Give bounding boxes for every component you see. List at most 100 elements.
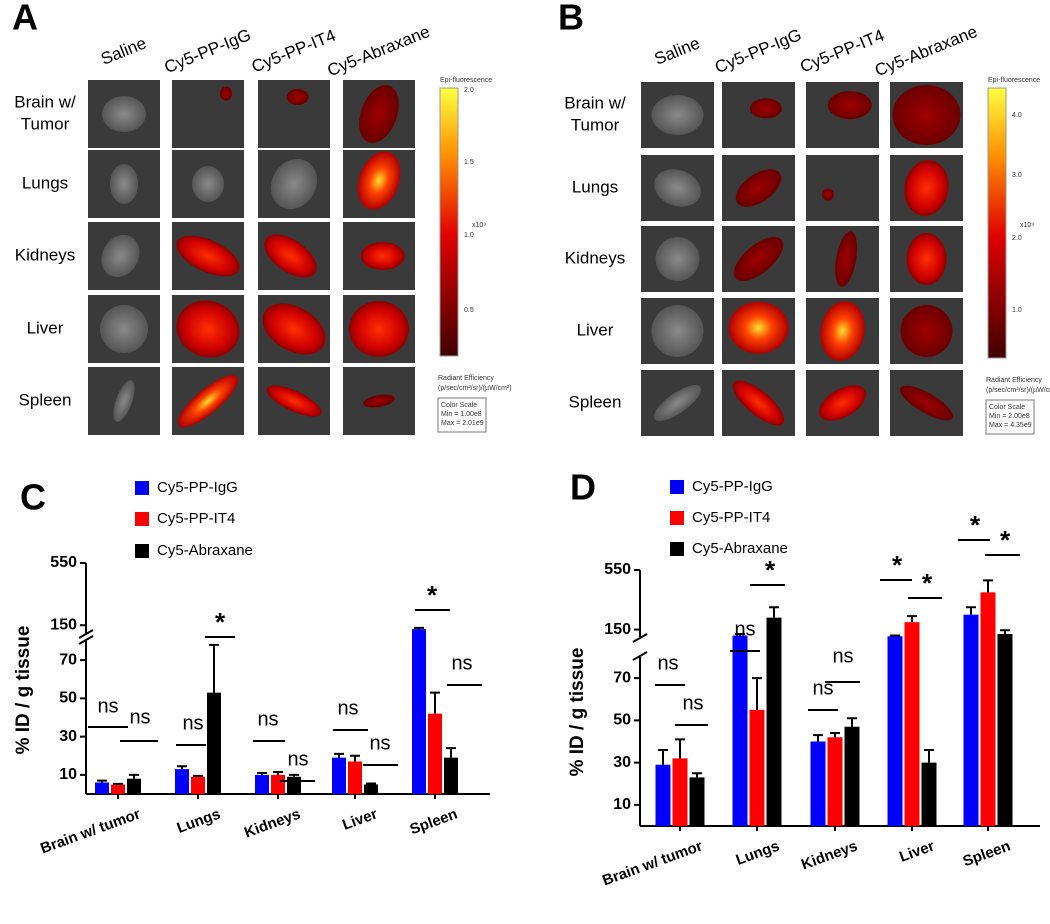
bar	[921, 762, 937, 826]
column-header: Cy5-PP-IT4	[797, 26, 886, 77]
error-bar	[890, 634, 900, 637]
significance-label: ns	[369, 732, 390, 754]
signal	[900, 385, 953, 421]
bar	[689, 777, 705, 826]
row-label: Tumor	[21, 114, 70, 133]
colorbar-quantity: Radiant Efficiency	[438, 375, 494, 382]
error-bar	[289, 773, 299, 777]
legend-swatch	[135, 544, 149, 558]
signal	[110, 164, 138, 204]
row-label: Spleen	[19, 390, 72, 409]
error-bar	[966, 606, 976, 615]
colorbar-title: Epi-fluorescence	[440, 77, 492, 84]
error-bar	[334, 752, 344, 758]
bar	[332, 757, 346, 794]
y-axis-label: % ID / g tissue	[13, 626, 34, 755]
error-bar	[129, 773, 139, 779]
bar	[444, 757, 458, 794]
signal	[821, 188, 834, 201]
organ-image	[806, 155, 879, 221]
bar	[887, 636, 903, 826]
significance-label: ns	[657, 652, 678, 674]
y-tick-label: 70	[59, 651, 77, 668]
signal	[735, 169, 782, 207]
bar	[111, 784, 125, 794]
bar	[980, 592, 996, 826]
scale-max: Max = 2.01e9	[441, 420, 484, 427]
row-label: Lungs	[572, 177, 618, 196]
signal	[906, 233, 947, 285]
significance-label: ns	[129, 706, 150, 728]
row-label: Tumor	[571, 115, 620, 134]
x-tick-label: Liver	[897, 837, 937, 865]
colorbar-exponent: x10⁹	[472, 222, 486, 229]
signal	[349, 301, 409, 357]
signal	[651, 305, 704, 357]
significance-label: ns	[832, 645, 853, 667]
legend-label: Cy5-Abraxane	[692, 540, 788, 557]
error-bar	[735, 633, 745, 636]
colorbar-tick: 1.0	[1012, 307, 1022, 314]
legend-swatch	[670, 511, 684, 525]
bar	[844, 726, 860, 826]
signal	[892, 85, 961, 145]
signal	[102, 96, 146, 132]
error-bar	[97, 779, 107, 783]
error-bar	[366, 782, 376, 785]
row-label: Lungs	[22, 173, 68, 192]
signal	[363, 394, 395, 408]
legend-label: Cy5-PP-IT4	[157, 510, 235, 527]
error-bar	[209, 643, 219, 693]
bar	[127, 778, 141, 794]
error-bar	[813, 734, 823, 742]
y-tick-label: 50	[613, 712, 631, 729]
colorbar-tick: 2.0	[1012, 235, 1022, 242]
signal	[820, 301, 865, 361]
column-header: Cy5-Abraxane	[325, 22, 433, 80]
signal	[264, 234, 317, 278]
significance-label: ns	[287, 748, 308, 770]
signal	[177, 374, 239, 428]
legend-swatch	[670, 542, 684, 556]
signal	[835, 231, 858, 287]
error-bar	[830, 732, 840, 738]
y-tick-label: 150	[604, 621, 631, 638]
error-bar	[414, 626, 424, 630]
y-tick-label: 10	[613, 796, 631, 813]
row-label: Liver	[577, 320, 614, 339]
panel-letter: C	[20, 477, 46, 518]
scale-min: Min = 1.00e8	[441, 411, 482, 418]
x-tick-label: Spleen	[408, 806, 460, 839]
column-header: Cy5-PP-IgG	[162, 25, 254, 77]
row-label: Kidneys	[15, 245, 75, 264]
signal	[827, 91, 872, 120]
bar	[364, 784, 378, 794]
bar	[749, 709, 765, 826]
error-bar	[769, 606, 779, 618]
error-bar	[273, 771, 283, 775]
colorbar-tick: 0.5	[464, 307, 474, 314]
significance-label: ns	[182, 712, 203, 734]
scale-scale_title: Color Scale	[441, 402, 477, 409]
significance-label: *	[765, 555, 776, 585]
panel-letter: B	[558, 0, 584, 38]
panel-letter: A	[12, 0, 38, 38]
signal	[655, 237, 700, 281]
error-bar	[430, 691, 440, 714]
x-tick-label: Brain w/ tumor	[38, 805, 143, 857]
signal	[653, 384, 702, 422]
error-bar	[675, 738, 685, 759]
error-bar	[924, 748, 934, 763]
error-bar	[113, 782, 123, 785]
scale-box	[985, 399, 1035, 435]
error-bar	[658, 748, 668, 765]
signal	[113, 380, 135, 422]
signal	[357, 151, 401, 210]
bar	[766, 617, 782, 826]
bar	[348, 761, 362, 794]
colorbar	[439, 87, 459, 357]
scale-box	[437, 397, 487, 433]
colorbar-title: Epi-fluorescence	[988, 77, 1040, 84]
significance-label: *	[970, 510, 981, 540]
